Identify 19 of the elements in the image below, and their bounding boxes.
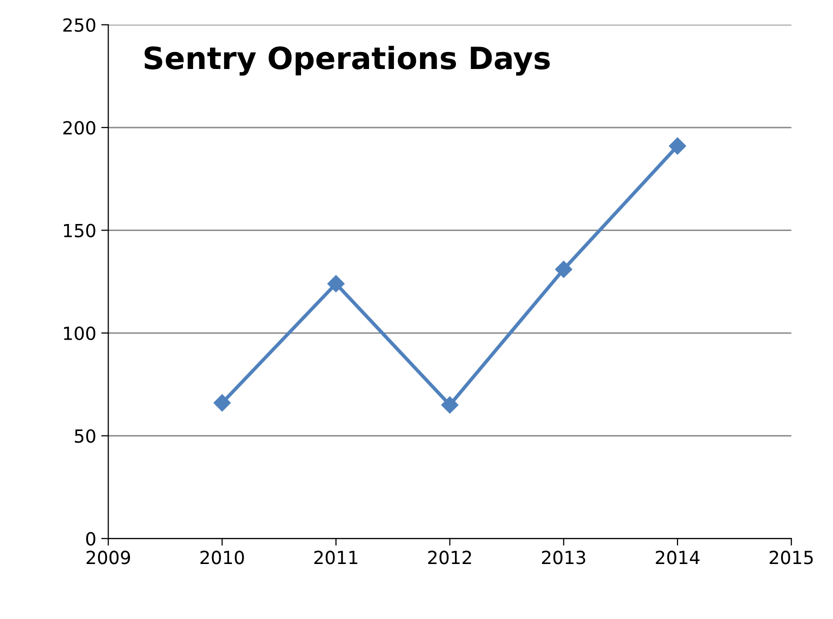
point	[441, 396, 458, 414]
x-tick-label: 2012	[428, 550, 471, 564]
x-tick-label: 2014	[656, 550, 700, 564]
point	[668, 137, 686, 155]
y-tick-label: 100	[64, 326, 96, 340]
x-tick-label: 2013	[542, 550, 586, 564]
point	[555, 260, 572, 278]
point	[327, 275, 345, 292]
point	[214, 394, 231, 412]
x-tick-label: 2010	[200, 550, 244, 564]
text: Sentry Operations Days	[144, 46, 550, 76]
x-tick-label: 2011	[314, 550, 358, 564]
y-tick-label: 50	[74, 429, 96, 443]
x-tick-label: 2015	[770, 550, 813, 564]
x-tick-label: 2009	[86, 550, 130, 564]
y-tick-label: 0	[86, 532, 96, 546]
y-tick-label: 150	[64, 224, 96, 238]
y-tick-label: 250	[63, 18, 96, 32]
y-tick-label: 200	[63, 120, 96, 135]
